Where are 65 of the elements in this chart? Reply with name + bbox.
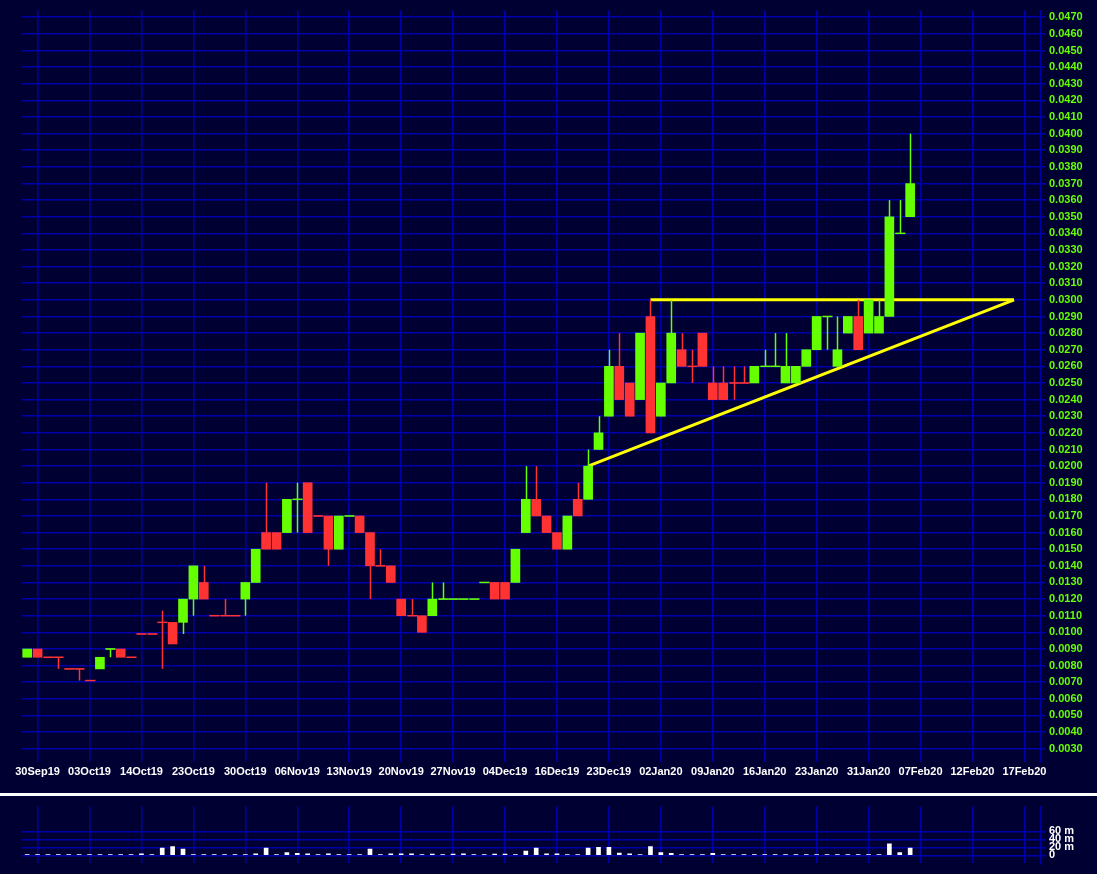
x-tick-label: 30Oct19 bbox=[223, 764, 267, 777]
y-tick-label: 0.0030 bbox=[1049, 741, 1083, 754]
y-tick-label: 0.0150 bbox=[1049, 542, 1083, 555]
x-tick-label: 23Dec19 bbox=[586, 764, 632, 777]
x-tick-label: 09Jan20 bbox=[691, 764, 735, 777]
y-tick-label: 0.0090 bbox=[1049, 641, 1083, 654]
y-tick-label: 0.0340 bbox=[1049, 226, 1083, 239]
x-tick-label: 02Jan20 bbox=[639, 764, 683, 777]
y-tick-label: 0.0050 bbox=[1049, 708, 1083, 721]
y-tick-label: 0.0470 bbox=[1049, 10, 1083, 23]
x-tick-label: 14Oct19 bbox=[120, 764, 163, 777]
x-tick-label: 13Nov19 bbox=[326, 764, 372, 777]
y-tick-label: 0.0440 bbox=[1049, 60, 1083, 73]
x-tick-label: 06Nov19 bbox=[274, 764, 320, 777]
y-tick-label: 0.0360 bbox=[1049, 193, 1083, 206]
y-tick-label: 0.0260 bbox=[1049, 359, 1083, 372]
y-tick-label: 0.0280 bbox=[1049, 326, 1083, 339]
y-tick-label: 0.0240 bbox=[1049, 392, 1083, 405]
x-tick-label: 03Oct19 bbox=[68, 764, 111, 777]
y-tick-label: 0.0310 bbox=[1049, 276, 1083, 289]
y-tick-label: 0.0420 bbox=[1049, 93, 1083, 106]
x-tick-label: 23Oct19 bbox=[171, 764, 215, 777]
y-tick-label: 0.0270 bbox=[1049, 342, 1083, 355]
y-tick-label: 0.0460 bbox=[1049, 26, 1083, 39]
x-tick-label: 23Jan20 bbox=[794, 764, 839, 777]
y-tick-label: 0.0060 bbox=[1049, 691, 1083, 704]
y-tick-label: 0.0140 bbox=[1049, 558, 1083, 571]
y-tick-label: 0.0250 bbox=[1049, 376, 1083, 389]
x-tick-label: 17Feb20 bbox=[1002, 764, 1047, 777]
y-tick-label: 0.0430 bbox=[1049, 76, 1083, 89]
y-tick-label: 0.0070 bbox=[1049, 675, 1083, 688]
y-tick-label: 0.0230 bbox=[1049, 409, 1083, 422]
y-tick-label: 0.0120 bbox=[1049, 592, 1083, 605]
y-tick-label: 0.0080 bbox=[1049, 658, 1083, 671]
y-tick-label: 0.0210 bbox=[1049, 442, 1083, 455]
y-tick-label: 0.0370 bbox=[1049, 176, 1083, 189]
x-tick-label: 07Feb20 bbox=[898, 764, 943, 777]
x-tick-label: 27Nov19 bbox=[430, 764, 476, 777]
x-tick-label: 30Sep19 bbox=[15, 764, 60, 777]
y-tick-label: 0.0190 bbox=[1049, 475, 1083, 488]
y-tick-label: 0.0040 bbox=[1049, 725, 1083, 738]
y-tick-label: 0.0410 bbox=[1049, 110, 1083, 123]
y-tick-label: 0.0450 bbox=[1049, 43, 1083, 56]
x-tick-label: 16Dec19 bbox=[534, 764, 580, 777]
y-tick-label: 0.0390 bbox=[1049, 143, 1083, 156]
y-tick-label: 0.0220 bbox=[1049, 425, 1083, 438]
y-tick-label: 0.0330 bbox=[1049, 243, 1083, 256]
x-tick-label: 04Dec19 bbox=[482, 764, 528, 777]
x-tick-label: 31Jan20 bbox=[846, 764, 891, 777]
y-tick-label: 0.0160 bbox=[1049, 525, 1083, 538]
y-tick-label: 0.0400 bbox=[1049, 126, 1083, 139]
y-tick-label: 0.0350 bbox=[1049, 209, 1083, 222]
y-tick-label: 0.0170 bbox=[1049, 509, 1083, 521]
y-tick-label: 0.0100 bbox=[1049, 625, 1083, 638]
y-tick-label: 0.0300 bbox=[1049, 292, 1083, 305]
x-tick-label: 12Feb20 bbox=[950, 764, 995, 777]
x-tick-label: 20Nov19 bbox=[378, 764, 424, 777]
y-tick-label: 0.0290 bbox=[1049, 309, 1083, 322]
x-tick-label: 16Jan20 bbox=[743, 764, 787, 777]
y-tick-label: 0.0320 bbox=[1049, 259, 1083, 272]
y-tick-label: 0.0130 bbox=[1049, 575, 1083, 588]
y-tick-label: 0.0200 bbox=[1049, 459, 1083, 472]
y-tick-label: 0.0180 bbox=[1049, 492, 1083, 505]
y-tick-label: 0.0380 bbox=[1049, 159, 1083, 172]
y-tick-label: 0.0110 bbox=[1049, 608, 1083, 621]
